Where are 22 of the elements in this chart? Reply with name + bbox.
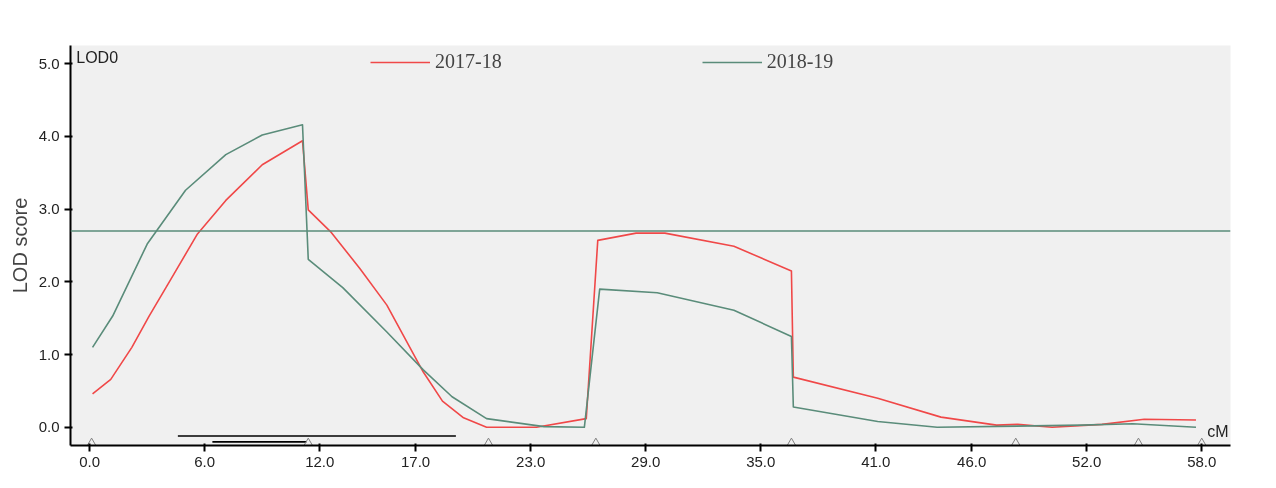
x-tick-label: 29.0 [631,452,661,470]
legend-label: 2017-18 [435,50,502,73]
x-tick-label: 6.0 [194,452,216,470]
x-tick-label: 12.0 [305,452,335,470]
annotation: cM [1207,422,1229,440]
x-tick-label: 23.0 [516,452,546,470]
y-axis-title: LOD score [8,197,31,294]
y-tick-label: 4.0 [38,127,60,145]
y-tick-label: 3.0 [38,200,60,218]
y-tick-label: 0.0 [38,418,60,436]
x-tick-label: 58.0 [1187,452,1217,470]
x-tick-label: 35.0 [746,452,776,470]
x-tick-label: 17.0 [401,452,431,470]
x-tick-label: 0.0 [79,452,101,470]
annotation: LOD0 [76,49,119,67]
x-tick-label: 41.0 [861,452,891,470]
y-tick-label: 5.0 [38,54,60,72]
x-tick-label: 52.0 [1072,452,1102,470]
x-tick-label: 46.0 [957,452,987,470]
y-tick-label: 2.0 [38,272,60,290]
y-tick-label: 1.0 [38,345,60,363]
legend-label: 2018-19 [766,50,834,73]
